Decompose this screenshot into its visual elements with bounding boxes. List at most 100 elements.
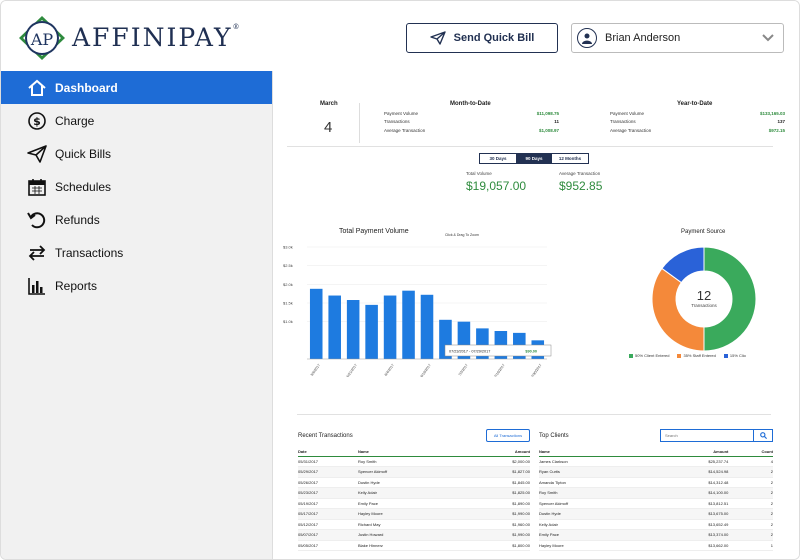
table-row[interactable]: 05/19/2017 Emily Pace $1,890.00 xyxy=(298,498,530,509)
table-cell: Roy Smith xyxy=(539,487,652,499)
x-tick-label: 6/4/2017 xyxy=(384,363,395,376)
top-header: AP AFFINIPAY® Send Quick Bill Brian Ande… xyxy=(1,1,799,71)
y-tick-label: $1.0k xyxy=(283,319,293,324)
section-divider xyxy=(287,146,773,147)
bar[interactable] xyxy=(346,300,360,359)
mtd-title: Month-to-Date xyxy=(450,101,491,107)
bar[interactable] xyxy=(328,295,341,359)
x-tick-label: 7/2/2017 xyxy=(458,363,469,376)
y-tick-label: $1.5k xyxy=(283,301,293,306)
mtd-row: Transactions 11 xyxy=(384,119,559,124)
table-row[interactable]: Dustin Hyde $13,675.00 2 xyxy=(539,508,773,520)
table-cell: 05/19/2017 xyxy=(298,498,358,509)
sidebar-item-charge[interactable]: $ Charge xyxy=(1,104,272,137)
table-cell: Dustin Hyde xyxy=(358,477,465,488)
x-tick-label: 7/30/2017 xyxy=(530,363,542,377)
table-row[interactable]: Amanda Tipton $14,312.48 2 xyxy=(539,477,773,488)
home-icon xyxy=(28,79,46,96)
table-cell: 05/07/2017 xyxy=(298,529,358,541)
transfer-icon xyxy=(28,244,46,261)
table-row[interactable]: 05/26/2017 Dustin Hyde $1,845.00 xyxy=(298,477,530,488)
table-row[interactable]: Ryan Curtis $14,524.98 2 xyxy=(539,466,773,478)
current-day: 4 xyxy=(324,119,333,136)
column-header[interactable]: Amount xyxy=(651,447,729,457)
pie-center-value: 12 xyxy=(697,288,711,303)
table-cell: 2 xyxy=(728,477,773,488)
column-header[interactable]: Name xyxy=(358,447,465,457)
chevron-down-icon xyxy=(762,34,774,42)
affinipay-logo-icon[interactable]: AP xyxy=(18,15,66,61)
legend-item-staff-entered[interactable]: 35% Staff Entered xyxy=(677,353,716,358)
range-90-days[interactable]: 90 Days xyxy=(516,154,552,163)
bar[interactable] xyxy=(402,290,415,359)
all-transactions-button[interactable]: All Transactions xyxy=(486,429,530,442)
range-12-months[interactable]: 12 Months xyxy=(558,156,582,161)
send-quick-bill-button[interactable]: Send Quick Bill xyxy=(406,23,558,53)
bar[interactable] xyxy=(420,294,434,359)
table-cell: 05/12/2017 xyxy=(298,519,358,530)
table-row[interactable]: James Clarkson $25,237.74 4 xyxy=(539,456,773,467)
range-30-days[interactable]: 30 Days xyxy=(489,156,507,161)
bar[interactable] xyxy=(383,295,397,359)
table-row[interactable]: 05/05/2017 Blake Hinnerz $1,800.00 xyxy=(298,540,530,551)
table-row[interactable]: 05/12/2017 Richard May $1,960.00 xyxy=(298,519,530,530)
table-cell: $14,312.48 xyxy=(651,477,729,488)
table-row[interactable]: 05/17/2017 Hayley Moore $1,990.00 xyxy=(298,508,530,520)
sidebar-item-quick-bills[interactable]: Quick Bills xyxy=(1,137,272,170)
table-row[interactable]: Hayley Moore $13,662.00 1 xyxy=(539,540,773,551)
search-button[interactable] xyxy=(753,429,773,442)
user-menu-dropdown[interactable]: Brian Anderson xyxy=(571,23,784,53)
legend-item-clio[interactable]: 15% Clio xyxy=(723,353,746,358)
column-header[interactable]: Count xyxy=(728,447,773,457)
pie-slice[interactable] xyxy=(661,246,705,284)
table-row[interactable]: Roy Smith $14,100.00 2 xyxy=(539,487,773,499)
bar[interactable] xyxy=(309,288,323,359)
pie-slice[interactable] xyxy=(703,246,757,352)
sidebar-item-schedules[interactable]: Schedules xyxy=(1,170,272,203)
sidebar-item-dashboard[interactable]: Dashboard xyxy=(1,71,272,104)
table-cell: $1,825.00 xyxy=(464,487,530,499)
pie-center-label: Transactions xyxy=(691,303,717,308)
table-row[interactable]: 05/31/2017 Roy Smith $2,000.00 xyxy=(298,456,530,467)
table-row[interactable]: Spencer Akimoff $13,812.51 2 xyxy=(539,498,773,509)
paper-plane-icon xyxy=(429,31,446,45)
table-cell: Justin Howard xyxy=(358,529,465,541)
recent-transactions-table: Date Name Amount 05/31/2017 Roy Smith $2,0… xyxy=(298,447,530,551)
section-divider xyxy=(297,414,771,415)
sidebar-item-label: Quick Bills xyxy=(55,146,112,161)
total-payment-volume-chart[interactable]: $1.0k $1.5k $2.0k $2.5k $3.0k 5/6/2017 5/21/20… xyxy=(277,237,557,377)
table-row[interactable]: Emily Pace $13,374.00 2 xyxy=(539,529,773,541)
table-cell: Ryan Curtis xyxy=(539,466,652,478)
table-row[interactable]: 05/29/2017 Spencer Akimoff $1,827.00 xyxy=(298,466,530,478)
top-clients-search-input[interactable] xyxy=(660,429,754,442)
table-cell: Emily Pace xyxy=(358,498,465,509)
trademark: ® xyxy=(232,23,240,31)
recent-transactions-title: Recent Transactions xyxy=(298,433,353,439)
table-row[interactable]: Kelly Adair $13,652.49 2 xyxy=(539,519,773,530)
dashboard-main: March 4 Month-to-Date Payment Volume $11,… xyxy=(273,71,799,559)
table-row[interactable]: 05/23/2017 Kelly Adair $1,825.00 xyxy=(298,487,530,499)
x-tick-label: 6/18/2017 xyxy=(420,363,432,377)
sidebar-item-reports[interactable]: Reports xyxy=(1,269,272,302)
ytd-title: Year-to-Date xyxy=(677,101,713,107)
table-cell: $1,890.00 xyxy=(464,498,530,509)
pie-slice[interactable] xyxy=(651,267,705,352)
column-header[interactable]: Name xyxy=(539,447,652,457)
dollar-icon: $ xyxy=(28,111,46,130)
user-avatar-icon xyxy=(577,28,597,48)
bar[interactable] xyxy=(365,304,378,359)
sidebar-nav: Dashboard $ Charge Quick Bills Schedules… xyxy=(1,71,273,559)
table-row[interactable]: 05/07/2017 Justin Howard $1,990.00 xyxy=(298,529,530,541)
sidebar-item-label: Dashboard xyxy=(55,80,118,95)
table-cell: $25,237.74 xyxy=(651,456,729,467)
table-cell: James Clarkson xyxy=(539,456,652,467)
table-cell: 2 xyxy=(728,519,773,530)
legend-item-client-entered[interactable]: 50% Client Entered xyxy=(629,353,669,358)
sidebar-item-refunds[interactable]: Refunds xyxy=(1,203,272,236)
sidebar-item-transactions[interactable]: Transactions xyxy=(1,236,272,269)
column-header[interactable]: Amount xyxy=(464,447,530,457)
table-cell: $13,652.49 xyxy=(651,519,729,530)
column-header[interactable]: Date xyxy=(298,447,358,457)
